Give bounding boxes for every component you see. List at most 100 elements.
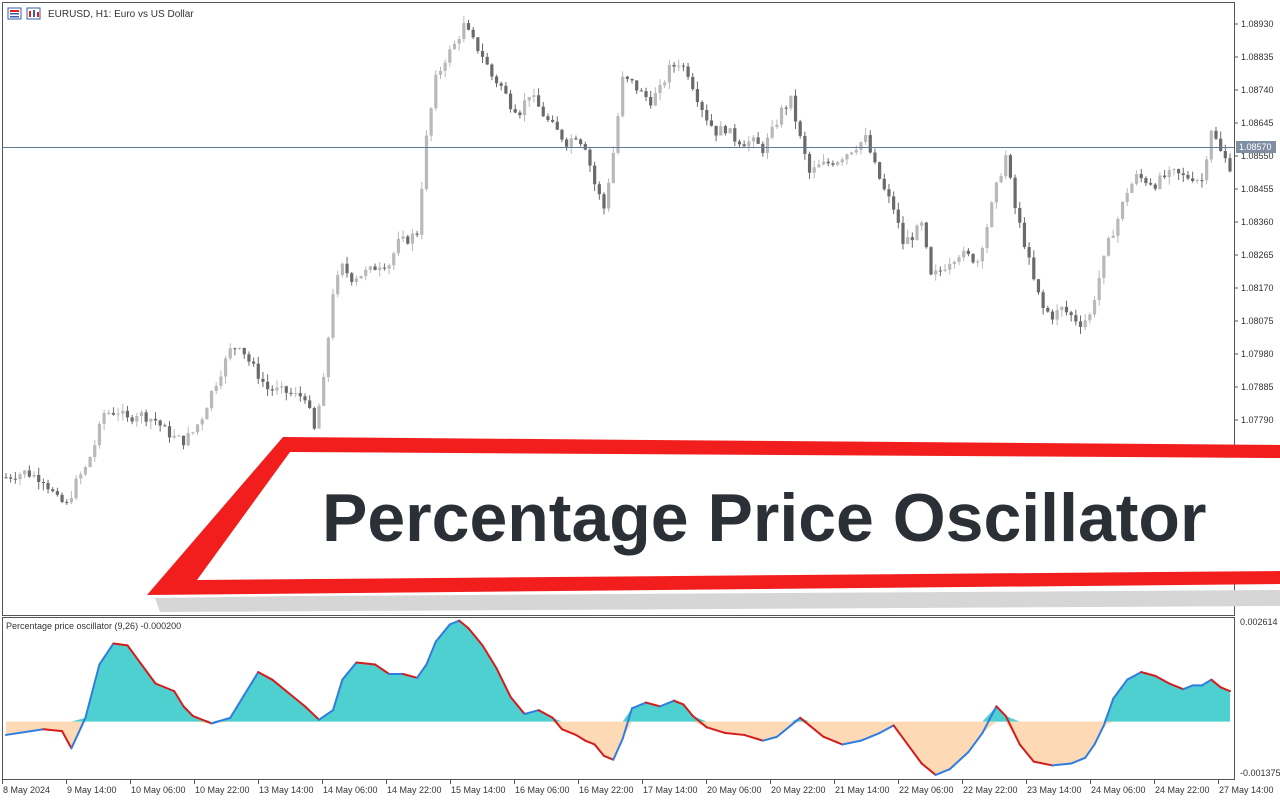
candle-body <box>121 410 125 414</box>
price-tick-label: 1.08455 <box>1241 184 1274 194</box>
oscillator-line-segment <box>631 701 648 710</box>
time-tick-label: 20 May 22:00 <box>771 785 826 795</box>
candle-body <box>130 417 134 422</box>
candle-body <box>74 478 78 499</box>
candle-body <box>1097 277 1101 301</box>
oscillator-line-segment <box>271 678 288 693</box>
candle-body <box>588 149 592 166</box>
candle-body <box>1069 312 1073 316</box>
candle-body <box>415 233 419 235</box>
oscillator-line-segment <box>1154 674 1171 685</box>
oscillator-line-segment <box>1168 682 1185 691</box>
candle-body <box>1181 173 1185 175</box>
oscillator-line-segment <box>523 709 540 715</box>
candle-body <box>952 261 956 265</box>
candle-body <box>536 95 541 107</box>
oscillator-plot <box>5 619 1231 776</box>
candle-body <box>522 100 527 116</box>
oscillator-line-segment <box>967 732 984 754</box>
candle-body <box>107 412 111 414</box>
candle-body <box>322 377 326 406</box>
candle-body <box>1046 308 1050 312</box>
oscillator-line-segment <box>743 733 764 742</box>
candle-body <box>980 248 984 262</box>
oscillator-line-segment <box>355 661 377 666</box>
candle-body <box>471 29 475 38</box>
candle-body <box>532 95 536 97</box>
candle-body <box>1209 130 1213 160</box>
candle-body <box>985 226 989 249</box>
candle-body <box>527 96 531 101</box>
oscillator-line-segment <box>808 724 825 738</box>
candle-body <box>83 467 88 475</box>
candle-body <box>1144 178 1148 184</box>
candle-body <box>60 494 64 503</box>
banner-shadow <box>155 590 1280 612</box>
candle-body <box>41 482 45 484</box>
candle-body <box>817 164 821 168</box>
oscillator-line-segment <box>402 672 419 679</box>
price-tick-label: 1.07980 <box>1241 349 1274 359</box>
candle-body <box>135 416 139 422</box>
candle-body <box>840 159 844 163</box>
candle-body <box>490 64 494 77</box>
oscillator-line-segment <box>1112 678 1129 700</box>
oscillator-line-segment <box>602 754 615 761</box>
price-tick-label: 1.08835 <box>1241 52 1274 62</box>
candle-body <box>784 107 788 109</box>
oscillator-line-segment <box>374 663 391 675</box>
oscillator-line-segment <box>495 667 512 698</box>
candle-body <box>1223 151 1227 159</box>
candle-body <box>1102 255 1106 278</box>
market-watch-icon[interactable] <box>7 7 22 20</box>
candle-body <box>97 423 102 446</box>
oscillator-line-segment <box>799 716 811 727</box>
candle-body <box>406 236 410 244</box>
candle-body <box>102 413 106 424</box>
candle-body <box>116 413 120 415</box>
candle-body <box>761 143 765 153</box>
candle-body <box>1120 201 1125 219</box>
oscillator-line-segment <box>560 728 577 736</box>
candle-body <box>1191 178 1195 181</box>
candle-body <box>485 56 489 65</box>
time-tick-label: 22 May 06:00 <box>899 785 954 795</box>
chart-type-icon[interactable] <box>26 7 41 20</box>
candle-body <box>280 386 284 388</box>
candle-body <box>873 152 877 163</box>
price-tick-label: 1.08075 <box>1241 316 1274 326</box>
candle-body <box>896 209 900 223</box>
candle-body <box>214 385 218 391</box>
candle-body <box>672 64 676 67</box>
candles <box>4 16 1232 505</box>
candle-body <box>223 358 228 377</box>
candle-body <box>864 135 868 142</box>
oscillator-line-segment <box>210 716 232 725</box>
candle-body <box>69 498 74 503</box>
oscillator-line-segment <box>243 671 260 696</box>
candle-body <box>55 491 59 495</box>
candle-body <box>424 135 429 190</box>
candle-body <box>4 477 8 479</box>
oscillator-line-segment <box>1051 762 1073 767</box>
candle-body <box>1177 169 1181 174</box>
oscillator-line-segment <box>906 743 923 765</box>
time-tick-label: 17 May 14:00 <box>643 785 698 795</box>
candle-body <box>27 470 31 477</box>
candle-body <box>382 267 387 269</box>
candle-body <box>275 387 279 391</box>
candle-body <box>565 139 569 147</box>
candle-body <box>177 435 181 437</box>
oscillator-line-segment <box>61 730 73 750</box>
oscillator-line-segment <box>318 709 335 721</box>
time-tick-label: 16 May 22:00 <box>579 785 634 795</box>
oscillator-line-segment <box>1070 756 1087 765</box>
candle-body <box>504 85 508 94</box>
oscillator-line-segment <box>257 671 274 681</box>
oscillator-line-segment <box>1004 714 1021 746</box>
oscillator-line-segment <box>126 644 143 666</box>
candle-body <box>1036 279 1041 293</box>
candle-body <box>929 247 933 275</box>
oscillator-line-segment <box>920 762 937 776</box>
